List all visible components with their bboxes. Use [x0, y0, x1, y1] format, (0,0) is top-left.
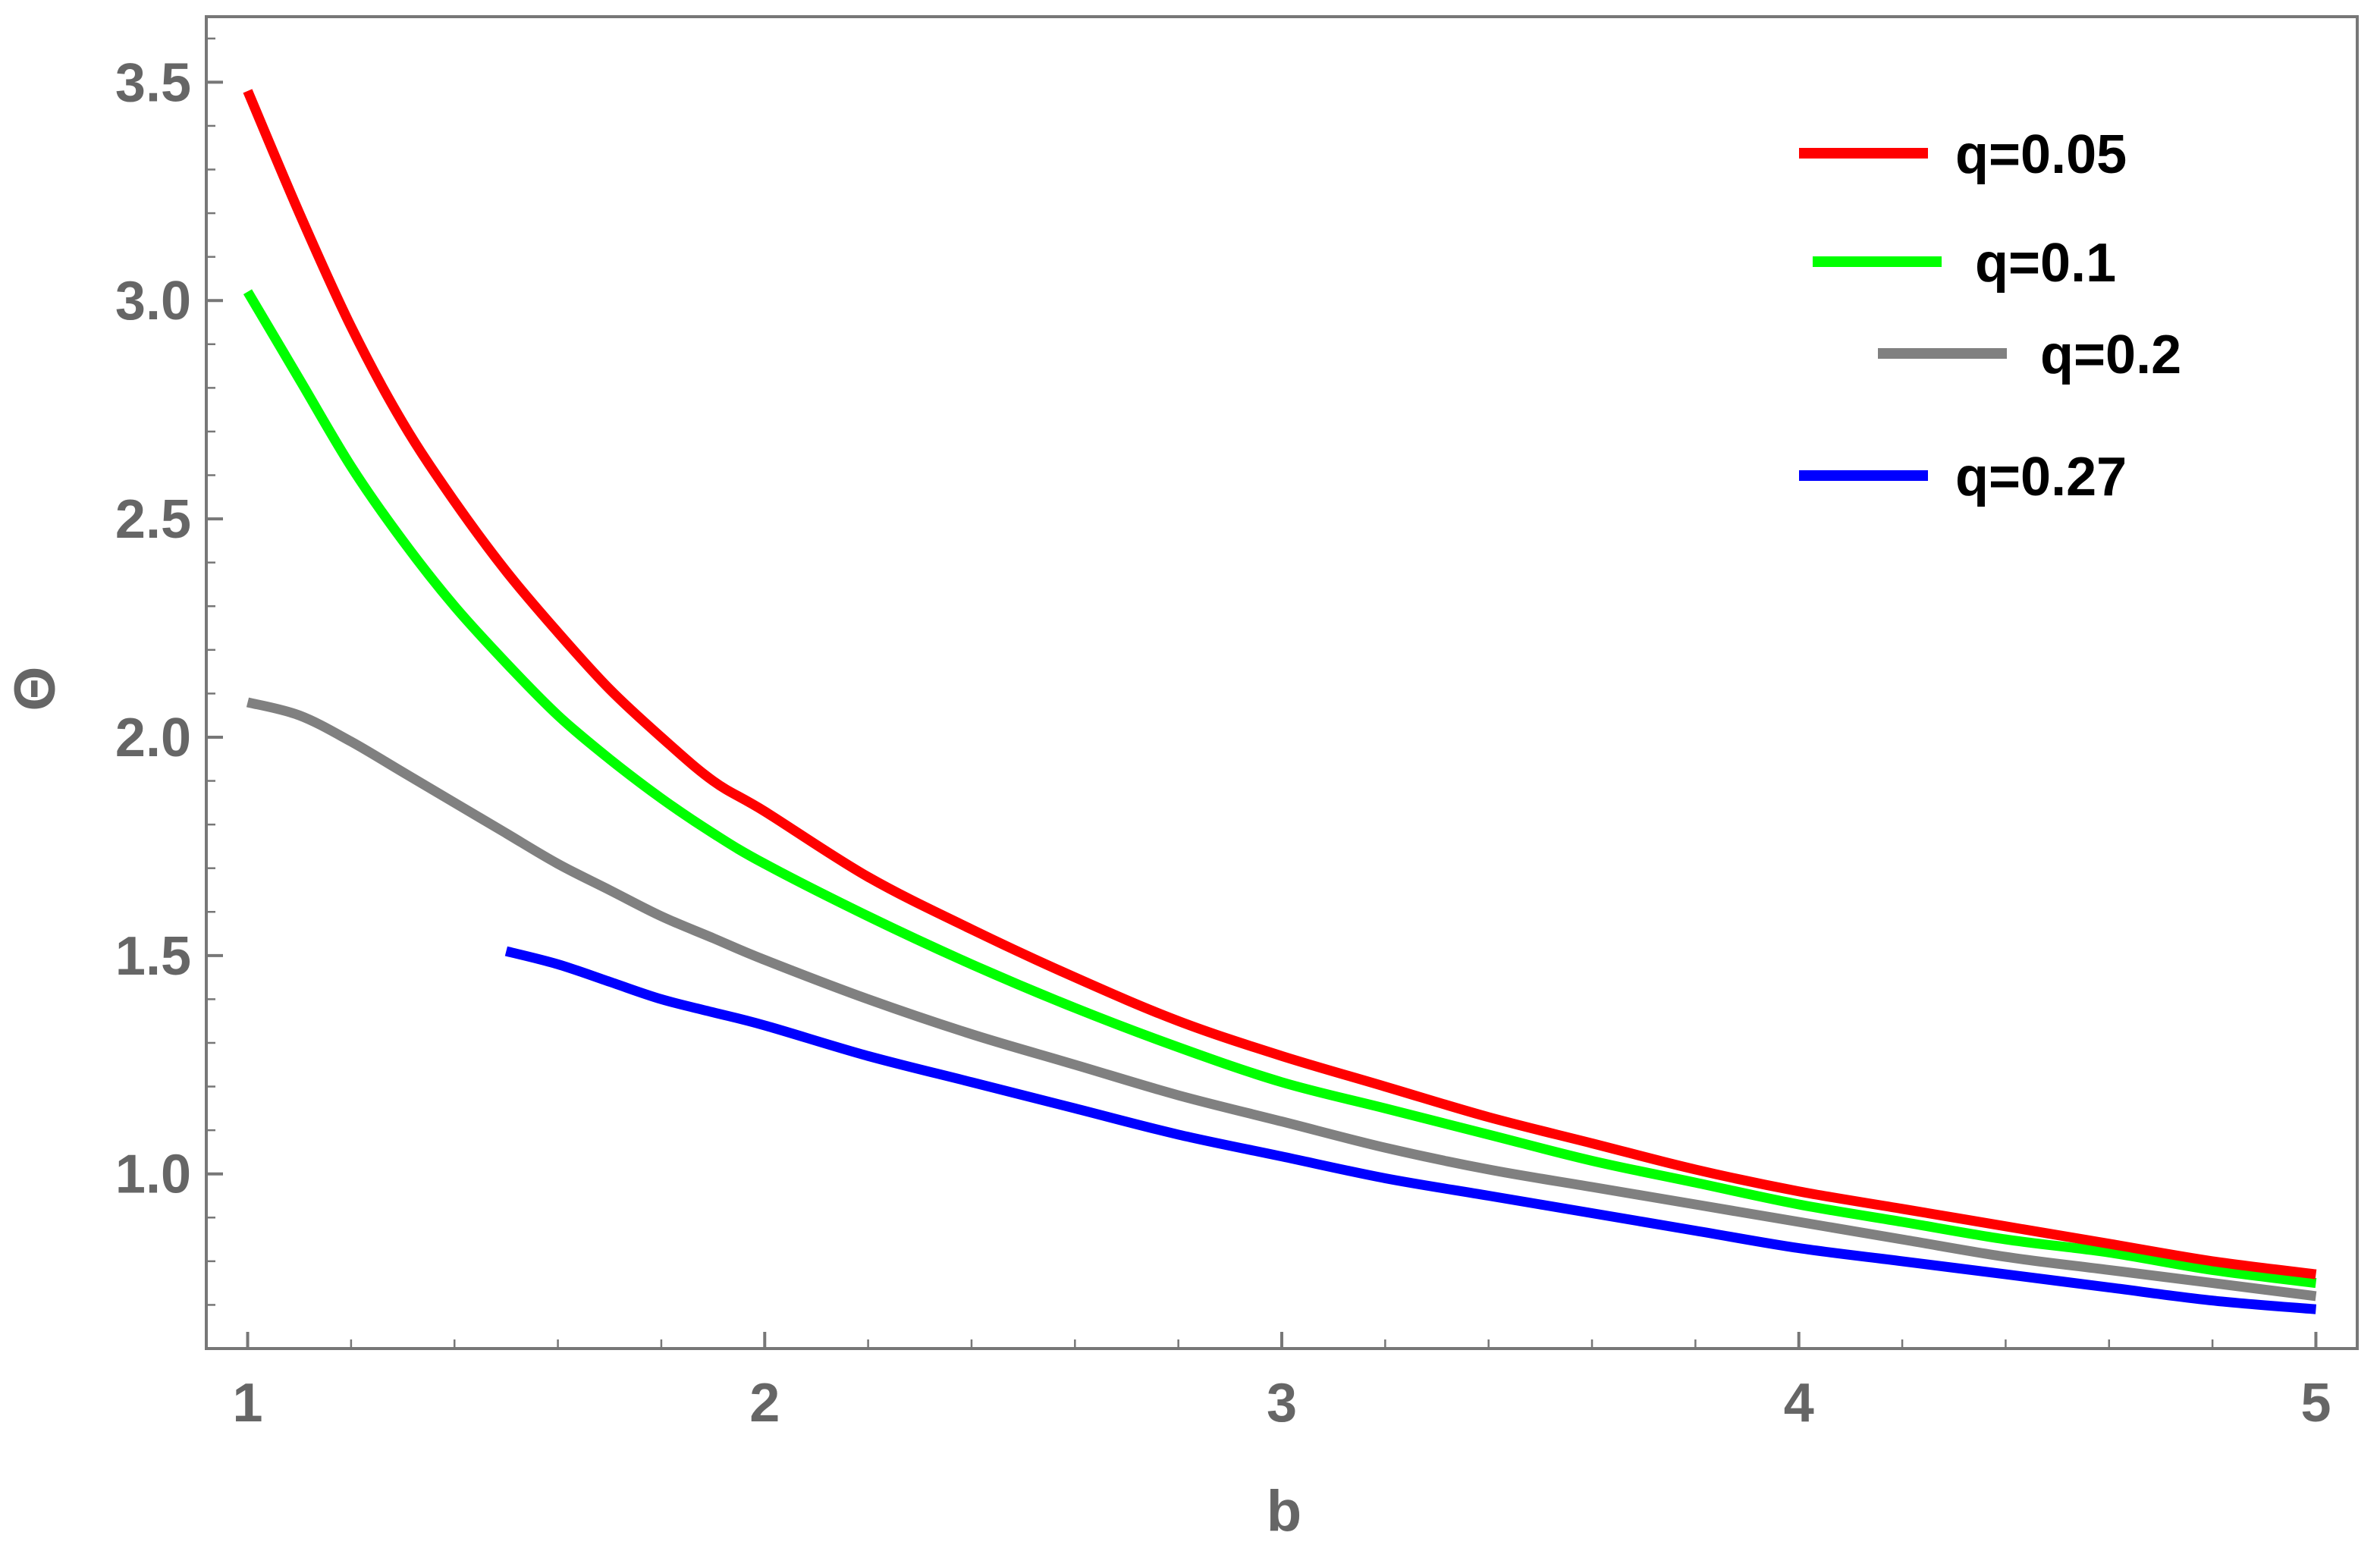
x-tick-label: 5	[2300, 1373, 2331, 1434]
series-line-q-0-1	[243, 289, 2317, 1289]
legend-item-q-0-05: q=0.05	[1799, 124, 2127, 185]
series-layer	[243, 89, 2317, 1314]
y-axis-label: Θ	[3, 666, 68, 711]
x-tick-label: 4	[1784, 1373, 1814, 1434]
y-tick-label: 2.0	[115, 708, 191, 768]
legend-label: q=0.1	[1975, 233, 2116, 294]
x-tick-label: 1	[233, 1373, 263, 1434]
series-line-q-0-27	[504, 946, 2317, 1314]
legend-label: q=0.05	[1955, 124, 2127, 185]
series-line-q-0-2	[246, 697, 2317, 1302]
x-tick-label: 2	[749, 1373, 780, 1434]
x-tick-label: 3	[1267, 1373, 1297, 1434]
x-axis-label: b	[1267, 1479, 1301, 1543]
y-tick-label: 1.5	[115, 926, 191, 987]
y-tick-label: 3.5	[115, 52, 191, 113]
y-tick-label: 3.0	[115, 271, 191, 331]
y-tick-label: 1.0	[115, 1145, 191, 1205]
legend-item-q-0-27: q=0.27	[1799, 447, 2127, 507]
axes-layer: 1 2 3 4 5 1.0 1.5 2.0 2.5 3.0 3.5	[115, 15, 2359, 1434]
legend-label: q=0.2	[2040, 325, 2181, 385]
legend-item-q-0-1: q=0.1	[1813, 233, 2116, 294]
series-line-q-0-05	[243, 89, 2317, 1280]
y-tick-label: 2.5	[115, 489, 191, 550]
legend: q=0.05 q=0.1 q=0.2 q=0.27	[1799, 124, 2181, 507]
legend-label: q=0.27	[1955, 447, 2127, 507]
legend-item-q-0-2: q=0.2	[1878, 325, 2181, 385]
